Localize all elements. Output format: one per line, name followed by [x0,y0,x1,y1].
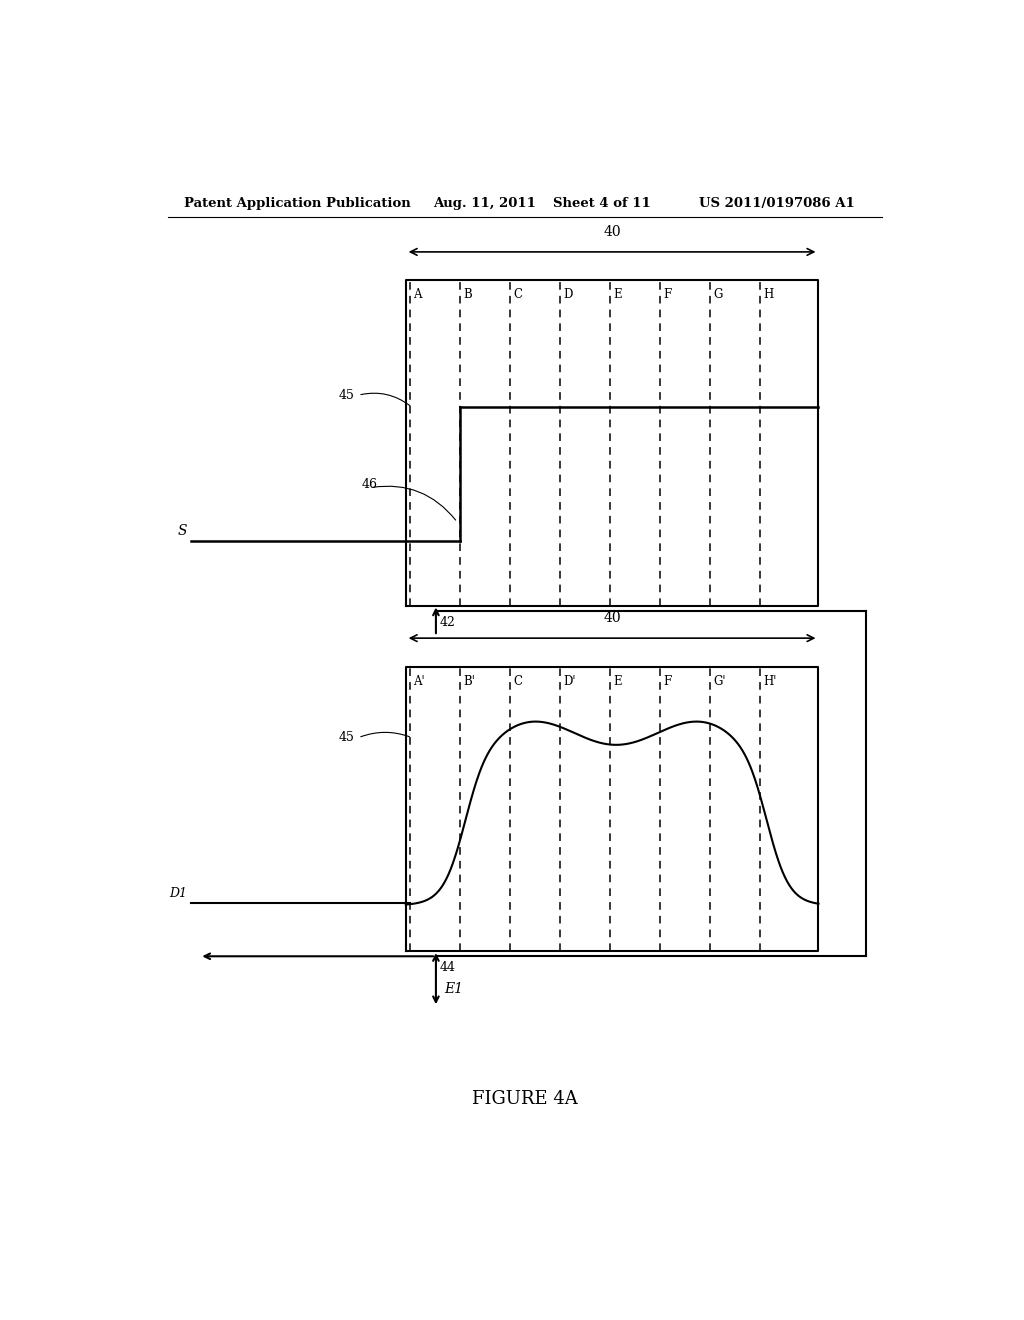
Text: Sheet 4 of 11: Sheet 4 of 11 [553,197,650,210]
Text: S: S [178,524,187,537]
Text: C: C [513,675,522,688]
Text: H': H' [763,675,776,688]
Text: C: C [513,289,522,301]
Text: 46: 46 [362,478,378,491]
Text: B': B' [463,675,475,688]
Text: D1: D1 [170,887,187,900]
Text: 45: 45 [338,388,354,401]
Text: E: E [613,289,622,301]
Text: D: D [563,289,572,301]
Text: 42: 42 [440,615,456,628]
Text: F: F [663,675,671,688]
Text: 40: 40 [603,611,621,624]
Text: D': D' [563,675,575,688]
Text: FIGURE 4A: FIGURE 4A [472,1089,578,1107]
Text: 44: 44 [440,961,456,974]
Text: E1: E1 [443,982,463,997]
Text: B: B [463,289,472,301]
Text: G: G [713,289,722,301]
Text: A: A [413,289,422,301]
Text: G': G' [713,675,725,688]
Text: Patent Application Publication: Patent Application Publication [183,197,411,210]
Text: 40: 40 [603,224,621,239]
Text: H: H [763,289,773,301]
Text: 45: 45 [338,731,354,744]
Text: E: E [613,675,622,688]
Text: A': A' [413,675,425,688]
Text: F: F [663,289,671,301]
Text: US 2011/0197086 A1: US 2011/0197086 A1 [699,197,855,210]
Text: Aug. 11, 2011: Aug. 11, 2011 [433,197,537,210]
